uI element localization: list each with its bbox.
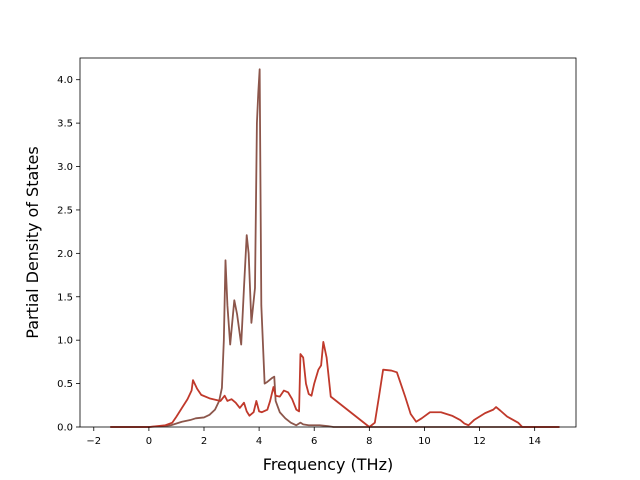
x-tick-label: 6 [311, 436, 317, 447]
x-tick-label: 4 [256, 436, 262, 447]
y-axis-ticks: 0.0 0.5 1.0 1.5 2.0 2.5 3.0 3.5 4.0 [57, 75, 80, 434]
series-line-2 [110, 341, 560, 428]
y-tick-label: 2.0 [57, 249, 73, 260]
y-tick-label: 0.5 [57, 379, 73, 390]
x-tick-label: 10 [418, 436, 431, 447]
x-tick-label: 8 [366, 436, 372, 447]
y-tick-label: 3.0 [57, 162, 73, 173]
x-tick-label: 0 [146, 436, 152, 447]
y-tick-label: 2.5 [57, 205, 73, 216]
y-tick-label: 0.0 [57, 423, 73, 434]
x-tick-label: 2 [201, 436, 207, 447]
x-axis-label: Frequency (THz) [263, 455, 393, 474]
plot-frame [79, 57, 577, 428]
y-tick-label: 1.0 [57, 336, 73, 347]
x-tick-label: −2 [86, 436, 101, 447]
x-tick-label: 12 [473, 436, 486, 447]
y-tick-label: 1.5 [57, 292, 73, 303]
x-tick-label: 14 [528, 436, 541, 447]
y-tick-label: 3.5 [57, 119, 73, 130]
plot-lines [110, 68, 560, 428]
y-axis-label: Partial Density of States [23, 146, 42, 338]
x-axis-ticks: −2 0 2 4 6 8 10 12 14 [86, 427, 541, 447]
series-line-1 [110, 68, 560, 428]
y-tick-label: 4.0 [57, 75, 73, 86]
